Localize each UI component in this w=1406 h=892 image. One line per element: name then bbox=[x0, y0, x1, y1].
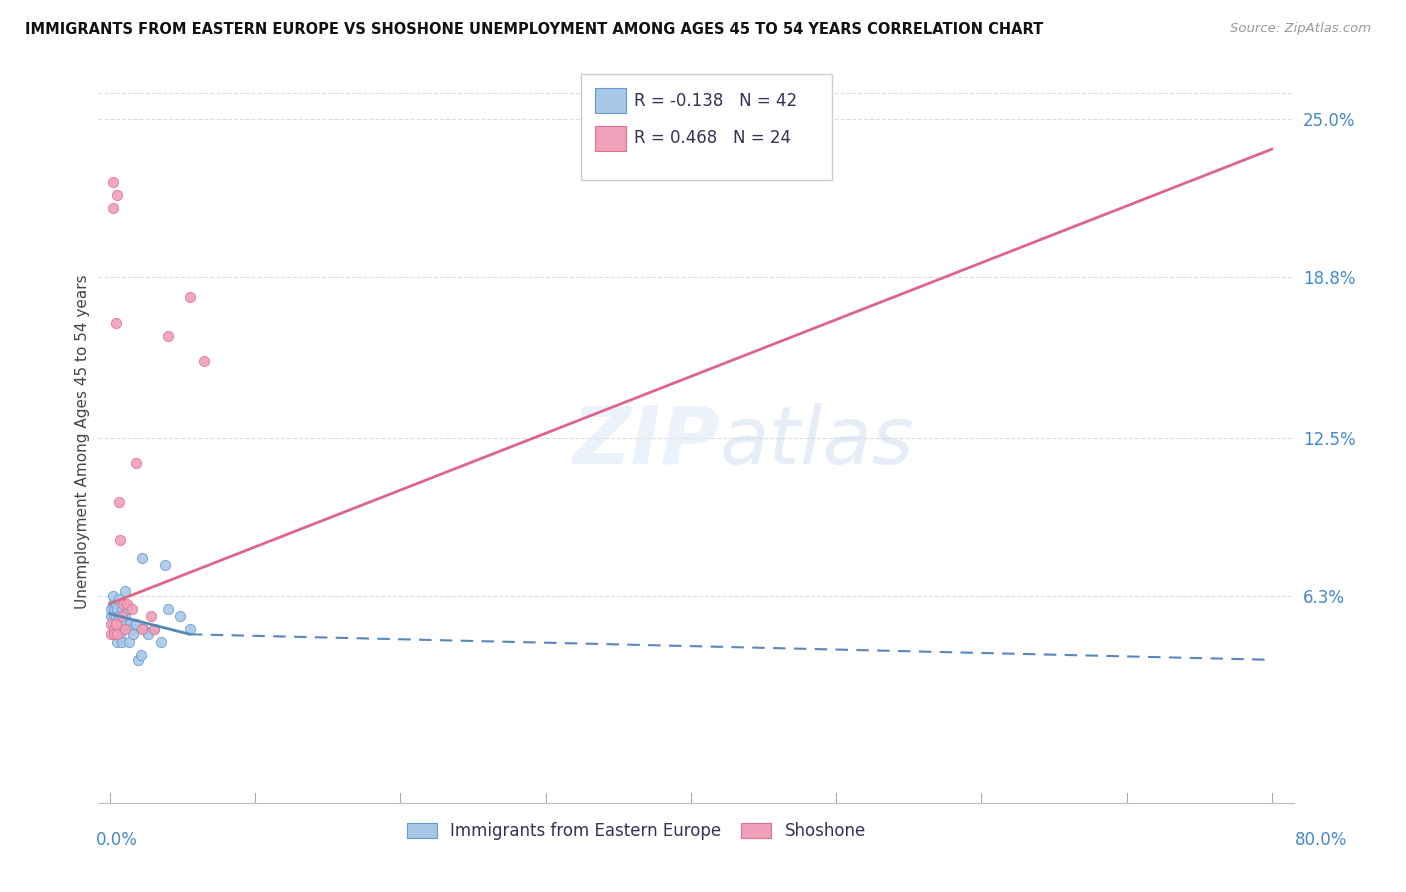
Point bbox=[122, 627, 145, 641]
Point bbox=[103, 622, 125, 636]
Text: 0.0%: 0.0% bbox=[96, 831, 138, 849]
Point bbox=[104, 627, 127, 641]
Point bbox=[105, 635, 128, 649]
Point bbox=[101, 617, 124, 632]
Point bbox=[111, 601, 134, 615]
Point bbox=[107, 591, 129, 606]
Point bbox=[120, 617, 142, 632]
Point bbox=[105, 627, 128, 641]
Text: atlas: atlas bbox=[720, 402, 915, 481]
Point bbox=[108, 617, 131, 632]
Text: Source: ZipAtlas.com: Source: ZipAtlas.com bbox=[1230, 22, 1371, 36]
Point bbox=[103, 609, 125, 624]
Point bbox=[142, 622, 165, 636]
Point bbox=[117, 601, 139, 615]
Point bbox=[179, 622, 201, 636]
Point bbox=[105, 188, 128, 202]
Point bbox=[179, 290, 201, 304]
Point bbox=[125, 456, 148, 470]
Point bbox=[118, 635, 141, 649]
Point bbox=[105, 601, 128, 615]
Point bbox=[101, 597, 124, 611]
Point bbox=[132, 622, 155, 636]
Point bbox=[121, 601, 143, 615]
Text: 80.0%: 80.0% bbox=[1295, 831, 1347, 849]
Point bbox=[103, 601, 125, 615]
Point bbox=[125, 617, 148, 632]
Point bbox=[131, 622, 153, 636]
Point bbox=[103, 622, 125, 636]
Point bbox=[104, 316, 127, 330]
Point bbox=[100, 609, 122, 624]
Point bbox=[107, 622, 129, 636]
Text: R = -0.138   N = 42: R = -0.138 N = 42 bbox=[634, 92, 797, 110]
Point bbox=[142, 622, 165, 636]
Point bbox=[111, 635, 134, 649]
Point bbox=[101, 589, 124, 603]
Point bbox=[104, 617, 127, 632]
Y-axis label: Unemployment Among Ages 45 to 54 years: Unemployment Among Ages 45 to 54 years bbox=[75, 274, 90, 609]
Point bbox=[111, 609, 134, 624]
Point bbox=[112, 622, 135, 636]
Point bbox=[121, 622, 143, 636]
Legend: Immigrants from Eastern Europe, Shoshone: Immigrants from Eastern Europe, Shoshone bbox=[401, 815, 872, 847]
Point bbox=[114, 622, 136, 636]
Point bbox=[107, 494, 129, 508]
Point bbox=[103, 627, 125, 641]
Point bbox=[100, 627, 122, 641]
Point bbox=[104, 609, 127, 624]
Point bbox=[157, 328, 180, 343]
Text: R = 0.468   N = 24: R = 0.468 N = 24 bbox=[634, 129, 792, 147]
Point bbox=[117, 597, 139, 611]
Point bbox=[127, 653, 149, 667]
Point bbox=[107, 609, 129, 624]
Point bbox=[101, 201, 124, 215]
Point bbox=[169, 609, 191, 624]
Point bbox=[155, 558, 177, 573]
Point bbox=[114, 609, 136, 624]
Point bbox=[193, 354, 215, 368]
Point bbox=[108, 533, 131, 547]
Point bbox=[157, 601, 180, 615]
Point bbox=[105, 617, 128, 632]
Point bbox=[114, 583, 136, 598]
Point bbox=[101, 175, 124, 189]
Point bbox=[104, 597, 127, 611]
Text: IMMIGRANTS FROM EASTERN EUROPE VS SHOSHONE UNEMPLOYMENT AMONG AGES 45 TO 54 YEAR: IMMIGRANTS FROM EASTERN EUROPE VS SHOSHO… bbox=[25, 22, 1043, 37]
Point bbox=[108, 627, 131, 641]
Point bbox=[149, 635, 172, 649]
Point bbox=[131, 550, 153, 565]
Point bbox=[139, 609, 162, 624]
Text: ZIP: ZIP bbox=[572, 402, 720, 481]
Point bbox=[112, 597, 135, 611]
Point bbox=[100, 601, 122, 615]
Point bbox=[115, 617, 138, 632]
Point bbox=[100, 617, 122, 632]
Point bbox=[136, 627, 159, 641]
Point bbox=[129, 648, 152, 662]
